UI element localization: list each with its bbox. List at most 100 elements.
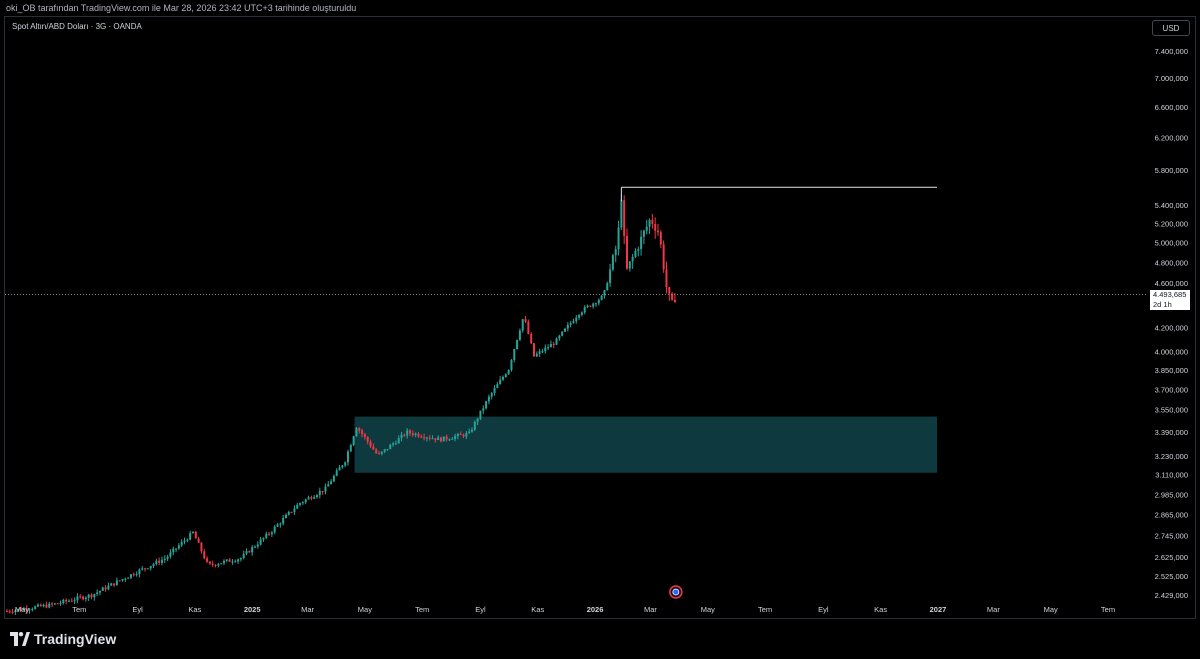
candle-body	[442, 436, 445, 442]
candle-body	[583, 307, 586, 313]
candle-body	[301, 502, 304, 504]
x-tick-label: Tem	[72, 605, 86, 614]
candle-body	[330, 481, 333, 485]
x-tick-label: Eyl	[818, 605, 829, 614]
x-tick-label: May	[701, 605, 715, 614]
candle-body	[256, 544, 259, 547]
candle-body	[253, 546, 256, 548]
candle-body	[671, 293, 674, 300]
y-tick-label: 2.525,000	[1155, 572, 1188, 581]
candle-body	[93, 594, 96, 598]
candle-body	[530, 333, 533, 344]
candle-body	[572, 321, 575, 324]
candle-body	[5, 611, 8, 613]
candle-body	[107, 585, 110, 590]
candle-body	[403, 434, 406, 436]
candle-body	[234, 561, 237, 563]
tradingview-logo[interactable]: TradingView	[10, 630, 116, 648]
candle-body	[211, 563, 214, 565]
candle-body	[76, 596, 79, 601]
candle-body	[327, 484, 330, 487]
chart-frame	[4, 16, 1196, 619]
candle-body	[42, 604, 45, 607]
candle-body	[324, 486, 327, 492]
candle-body	[496, 384, 499, 389]
candle-body	[304, 499, 307, 503]
candle-body	[73, 600, 76, 602]
y-tick-label: 6.200,000	[1155, 133, 1188, 142]
candle-body	[113, 583, 116, 586]
candle-body	[642, 230, 645, 237]
candle-body	[479, 410, 482, 419]
candle-body	[172, 548, 175, 553]
candle-body	[132, 574, 135, 576]
candle-body	[451, 438, 454, 440]
candle-body	[628, 261, 631, 269]
candle-body	[152, 564, 155, 567]
candle-body	[225, 559, 228, 561]
candle-body	[414, 433, 417, 435]
candle-body	[121, 579, 124, 581]
candle-body	[501, 376, 504, 380]
current-price-countdown: 2d 1h	[1153, 300, 1172, 309]
candle-body	[265, 533, 268, 538]
candle-body	[36, 604, 39, 607]
candle-body	[654, 223, 657, 231]
y-tick-label: 3.550,000	[1155, 406, 1188, 415]
candle-body	[315, 495, 318, 498]
y-tick-label: 2.865,000	[1155, 510, 1188, 519]
candle-body	[445, 436, 448, 440]
candle-body	[549, 343, 552, 348]
candle-body	[341, 465, 344, 468]
candle-body	[101, 587, 104, 591]
candle-body	[231, 561, 234, 563]
candle-body	[175, 548, 178, 550]
symbol-label[interactable]: Spot Altın/ABD Doları · 3G · OANDA	[12, 22, 142, 31]
candle-body	[25, 608, 28, 611]
candle-body	[659, 232, 662, 245]
candle-body	[242, 553, 245, 559]
candle-body	[48, 603, 51, 608]
candle-body	[369, 441, 372, 447]
candle-body	[180, 541, 183, 546]
y-tick-label: 2.985,000	[1155, 490, 1188, 499]
candle-body	[135, 574, 138, 576]
candle-body	[115, 580, 118, 586]
candle-body	[499, 379, 502, 385]
candle-body	[366, 437, 369, 442]
candle-body	[28, 609, 31, 611]
candle-body	[521, 319, 524, 331]
candle-body	[406, 430, 409, 436]
x-tick-label: Kas	[874, 605, 887, 614]
candle-body	[296, 504, 299, 509]
candle-body	[620, 200, 623, 228]
candle-body	[90, 594, 93, 598]
candle-body	[668, 287, 671, 294]
candle-body	[637, 249, 640, 251]
y-tick-label: 3.230,000	[1155, 452, 1188, 461]
candle-body	[358, 428, 361, 431]
candle-body	[513, 349, 516, 360]
currency-button[interactable]: USD	[1152, 20, 1190, 36]
candle-body	[245, 551, 248, 554]
candle-body	[84, 597, 87, 600]
y-tick-label: 5.800,000	[1155, 166, 1188, 175]
candle-body	[361, 430, 364, 435]
candle-body	[14, 610, 17, 613]
candle-body	[11, 611, 14, 613]
y-tick-label: 4.800,000	[1155, 258, 1188, 267]
candle-body	[189, 533, 192, 540]
y-tick-label: 3.700,000	[1155, 385, 1188, 394]
candle-body	[623, 200, 626, 236]
x-tick-label: Eyl	[132, 605, 143, 614]
candle-body	[552, 343, 555, 345]
candle-body	[17, 608, 20, 611]
candle-body	[555, 338, 558, 345]
candle-body	[386, 449, 389, 451]
candle-body	[504, 374, 507, 377]
candle-body	[377, 453, 380, 455]
candle-body	[493, 388, 496, 394]
candle-body	[597, 299, 600, 304]
candle-body	[79, 596, 82, 598]
